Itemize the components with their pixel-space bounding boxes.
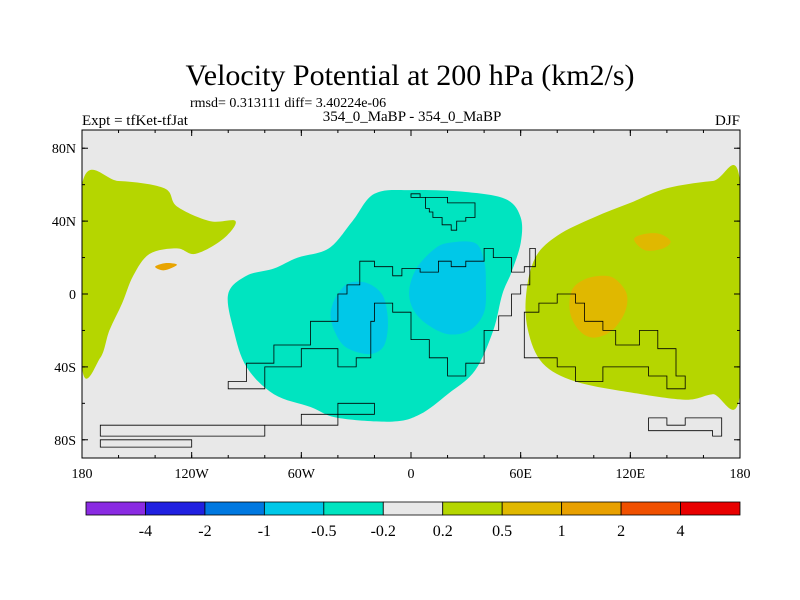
chart-title: Velocity Potential at 200 hPa (km2/s) — [185, 59, 634, 92]
x-tick-label: 180 — [730, 467, 751, 482]
contour-region-positive-asia-core — [569, 275, 628, 338]
y-tick-label: 40N — [52, 215, 76, 230]
colorbar-swatch — [561, 501, 622, 516]
colorbar-label: 1 — [558, 523, 566, 540]
coastline-6 — [99, 439, 193, 448]
colorbar-swatch — [204, 501, 265, 516]
x-tick-label: 180 — [72, 467, 93, 482]
longitude-axis: 180 120W 60W 0 60E 120E 180 — [72, 130, 751, 482]
comparison-label: 354_0_MaBP - 354_0_MaBP — [323, 109, 502, 125]
contour-region-positive-pacific-small — [155, 262, 178, 271]
x-tick-label: 0 — [408, 467, 415, 482]
x-tick-label: 60E — [509, 467, 532, 482]
colorbar-swatch — [680, 501, 741, 516]
y-tick-label: 0 — [69, 288, 76, 303]
coastline-4 — [648, 417, 723, 437]
contour-region-negative-atlantic-core — [330, 281, 388, 355]
map-panel — [82, 130, 740, 458]
colorbar-label: 0.5 — [492, 523, 512, 540]
colorbar-label: -4 — [139, 523, 152, 540]
colorbar-swatch — [501, 501, 563, 516]
contour-region-positive-pacific-west — [82, 169, 236, 379]
y-tick-label: 80S — [54, 434, 76, 449]
y-tick-label: 80N — [52, 142, 76, 157]
latitude-axis: 80N 40N 0 40S 80S — [52, 142, 740, 449]
coastline-outlines — [99, 193, 723, 448]
colorbar-label: -0.2 — [371, 523, 396, 540]
stats-label: rmsd= 0.313111 diff= 3.40224e-06 — [190, 96, 386, 111]
colorbar-swatch — [85, 501, 146, 516]
x-tick-label: 120E — [616, 467, 646, 482]
colorbar-label: 4 — [677, 523, 685, 540]
contour-region-positive-east — [525, 165, 740, 410]
contour-region-negative-africa-core — [409, 241, 487, 335]
experiment-label: Expt = tfKet-tfJat — [82, 113, 189, 129]
colorbar-swatch — [620, 501, 681, 516]
colorbar-label: -2 — [198, 523, 211, 540]
coastline-5 — [99, 402, 375, 437]
x-tick-label: 60W — [288, 467, 316, 482]
season-label: DJF — [715, 113, 740, 129]
colorbar-swatch — [263, 501, 325, 516]
colorbar-swatch — [145, 501, 206, 516]
colorbar-swatch — [442, 501, 503, 516]
coastline-3 — [523, 293, 686, 390]
colorbar-label: -1 — [258, 523, 271, 540]
colorbar-swatch — [323, 501, 384, 516]
colorbar-label: -0.5 — [311, 523, 336, 540]
colorbar: -4 -2 -1 -0.5 -0.2 0.2 0.5 1 2 4 — [85, 501, 741, 540]
coastline-2 — [227, 247, 536, 390]
colorbar-swatch — [382, 501, 444, 516]
contour-region-positive-east-small — [634, 233, 671, 251]
colorbar-label: 0.2 — [433, 523, 453, 540]
colorbar-label: 2 — [617, 523, 625, 540]
y-tick-label: 40S — [54, 361, 76, 376]
coastline-1 — [410, 193, 476, 231]
x-tick-label: 120W — [175, 467, 210, 482]
